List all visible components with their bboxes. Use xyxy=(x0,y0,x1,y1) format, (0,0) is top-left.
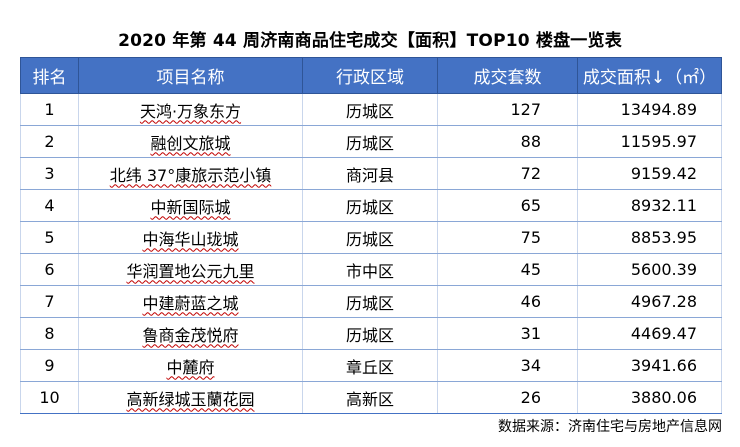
cell-units: 31 xyxy=(437,317,578,350)
cell-project: 中新国际城 xyxy=(78,189,303,222)
cell-units: 88 xyxy=(437,125,578,158)
cell-rank: 8 xyxy=(20,317,79,350)
table-row: 9 中麓府 章丘区 34 3941.66 xyxy=(20,349,722,382)
table-row: 3 北纬 37°康旅示范小镇 商河县 72 9159.42 xyxy=(20,157,722,190)
header-district: 行政区域 xyxy=(302,57,438,94)
cell-units: 45 xyxy=(437,253,578,286)
cell-rank: 1 xyxy=(20,93,79,126)
cell-rank: 3 xyxy=(20,157,79,190)
cell-rank: 9 xyxy=(20,349,79,382)
cell-rank: 10 xyxy=(20,381,79,414)
cell-units: 127 xyxy=(437,93,578,126)
cell-units: 72 xyxy=(437,157,578,190)
cell-rank: 4 xyxy=(20,189,79,222)
cell-district: 历城区 xyxy=(302,221,438,254)
cell-units: 65 xyxy=(437,189,578,222)
cell-district: 历城区 xyxy=(302,93,438,126)
table-header-row: 排名 项目名称 行政区域 成交套数 成交面积↓（㎡） xyxy=(20,57,722,94)
cell-project: 鲁商金茂悦府 xyxy=(78,317,303,350)
table-row: 2 融创文旅城 历城区 88 11595.97 xyxy=(20,125,722,158)
cell-area: 9159.42 xyxy=(577,157,722,190)
cell-area: 8932.11 xyxy=(577,189,722,222)
cell-units: 46 xyxy=(437,285,578,318)
cell-area: 8853.95 xyxy=(577,221,722,254)
cell-project: 北纬 37°康旅示范小镇 xyxy=(78,157,303,190)
cell-rank: 2 xyxy=(20,125,79,158)
table-row: 10 高新绿城玉蘭花园 高新区 26 3880.06 xyxy=(20,381,722,414)
cell-rank: 6 xyxy=(20,253,79,286)
cell-project: 天鸿·万象东方 xyxy=(78,93,303,126)
header-rank: 排名 xyxy=(20,57,79,94)
cell-units: 26 xyxy=(437,381,578,414)
cell-project: 中海华山珑城 xyxy=(78,221,303,254)
table-row: 7 中建蔚蓝之城 历城区 46 4967.28 xyxy=(20,285,722,318)
cell-area: 11595.97 xyxy=(577,125,722,158)
page-title: 2020 年第 44 周济南商品住宅成交【面积】TOP10 楼盘一览表 xyxy=(118,31,622,51)
cell-project: 融创文旅城 xyxy=(78,125,303,158)
cell-project: 中麓府 xyxy=(78,349,303,382)
cell-district: 历城区 xyxy=(302,189,438,222)
cell-project: 高新绿城玉蘭花园 xyxy=(78,381,303,414)
cell-rank: 7 xyxy=(20,285,79,318)
cell-area: 4967.28 xyxy=(577,285,722,318)
data-source-note: 数据来源：济南住宅与房地产信息网 xyxy=(498,419,722,435)
cell-project: 中建蔚蓝之城 xyxy=(78,285,303,318)
cell-area: 5600.39 xyxy=(577,253,722,286)
cell-area: 4469.47 xyxy=(577,317,722,350)
header-project: 项目名称 xyxy=(78,57,303,94)
cell-project: 华润置地公元九里 xyxy=(78,253,303,286)
cell-area: 13494.89 xyxy=(577,93,722,126)
cell-district: 章丘区 xyxy=(302,349,438,382)
cell-units: 34 xyxy=(437,349,578,382)
cell-district: 历城区 xyxy=(302,317,438,350)
table-row: 8 鲁商金茂悦府 历城区 31 4469.47 xyxy=(20,317,722,350)
table-row: 1 天鸿·万象东方 历城区 127 13494.89 xyxy=(20,93,722,126)
cell-district: 市中区 xyxy=(302,253,438,286)
table-row: 4 中新国际城 历城区 65 8932.11 xyxy=(20,189,722,222)
cell-area: 3941.66 xyxy=(577,349,722,382)
cell-area: 3880.06 xyxy=(577,381,722,414)
table-row: 5 中海华山珑城 历城区 75 8853.95 xyxy=(20,221,722,254)
cell-rank: 5 xyxy=(20,221,79,254)
cell-district: 高新区 xyxy=(302,381,438,414)
header-units: 成交套数 xyxy=(437,57,578,94)
cell-district: 商河县 xyxy=(302,157,438,190)
table-row: 6 华润置地公元九里 市中区 45 5600.39 xyxy=(20,253,722,286)
cell-district: 历城区 xyxy=(302,285,438,318)
ranking-table: 排名 项目名称 行政区域 成交套数 成交面积↓（㎡） 1 天鸿·万象东方 历城区… xyxy=(20,57,722,414)
cell-district: 历城区 xyxy=(302,125,438,158)
cell-units: 75 xyxy=(437,221,578,254)
header-area: 成交面积↓（㎡） xyxy=(577,57,722,94)
